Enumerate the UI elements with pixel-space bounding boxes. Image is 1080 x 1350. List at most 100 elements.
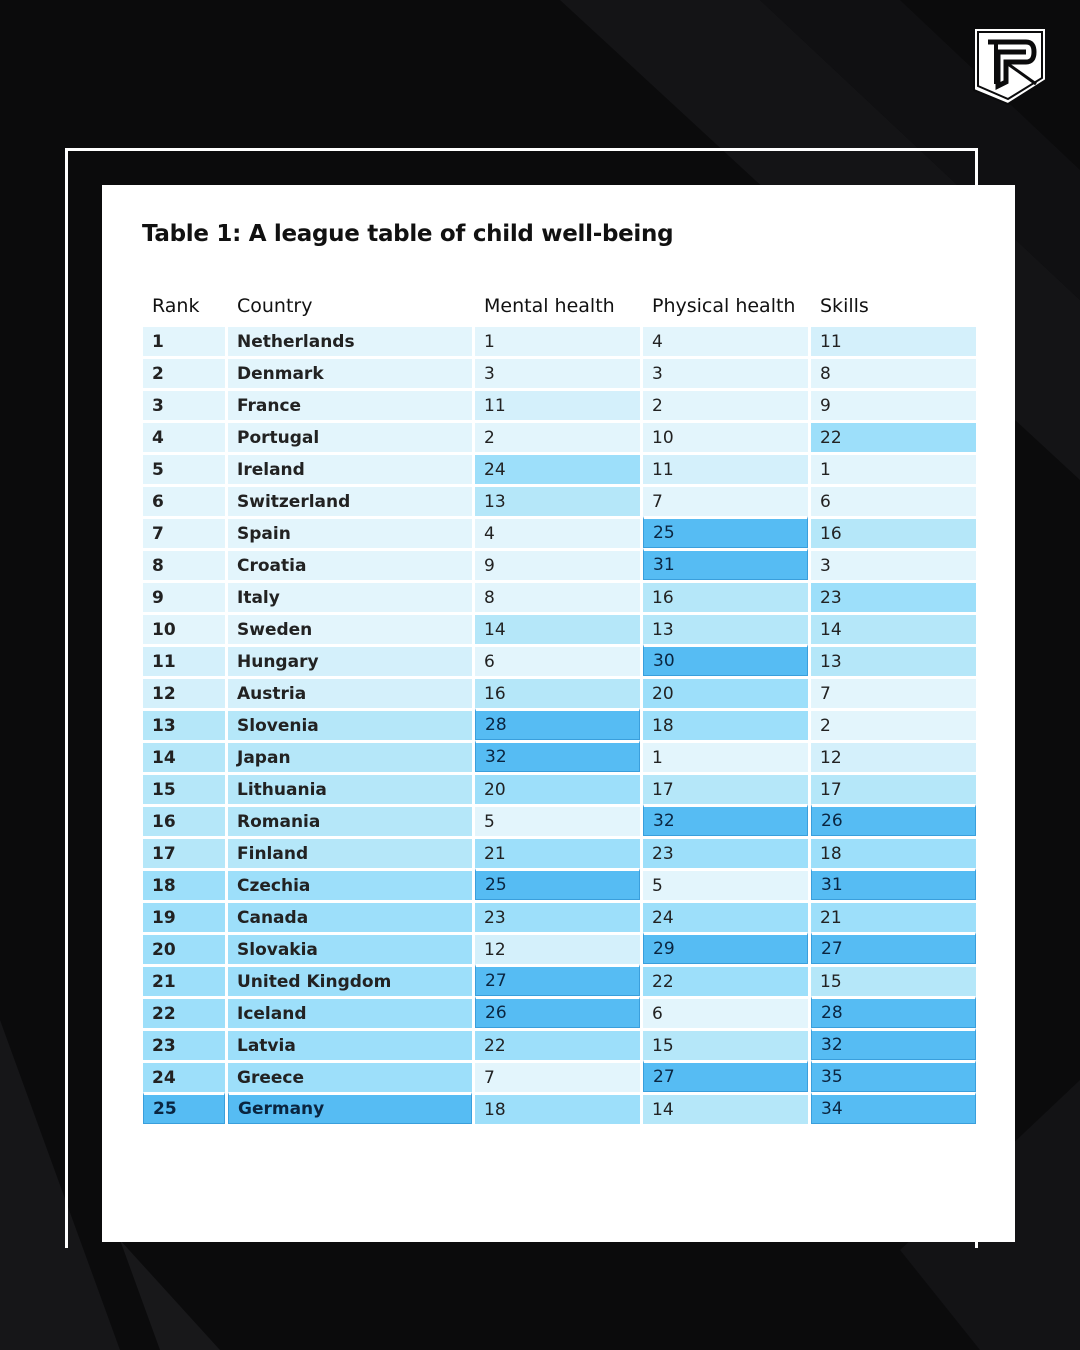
country-cell: Romania [228, 804, 472, 836]
mental-health-cell: 24 [475, 452, 640, 484]
country-cell: Sweden [228, 612, 472, 644]
country-cell: Latvia [228, 1028, 472, 1060]
skills-cell: 28 [811, 996, 976, 1028]
country-cell: Canada [228, 900, 472, 932]
physical-health-cell: 5 [643, 868, 808, 900]
rank-cell: 19 [143, 900, 225, 932]
physical-health-cell: 24 [643, 900, 808, 932]
rank-cell: 1 [143, 324, 225, 356]
physical-health-cell: 13 [643, 612, 808, 644]
mental-health-cell: 20 [475, 772, 640, 804]
skills-cell: 22 [811, 420, 976, 452]
mental-health-cell: 27 [475, 964, 640, 996]
table-card: Table 1: A league table of child well-be… [102, 185, 1015, 1242]
table-title: Table 1: A league table of child well-be… [142, 221, 674, 247]
rank-cell: 10 [143, 612, 225, 644]
skills-cell: 8 [811, 356, 976, 388]
mental-health-cell: 7 [475, 1060, 640, 1092]
physical-health-cell: 16 [643, 580, 808, 612]
mental-health-cell: 4 [475, 516, 640, 548]
physical-health-cell: 3 [643, 356, 808, 388]
physical-health-cell: 17 [643, 772, 808, 804]
physical-health-cell: 7 [643, 484, 808, 516]
table-row: 22 Iceland 26 6 28 [143, 996, 976, 1028]
table-row: 4 Portugal 2 10 22 [143, 420, 976, 452]
skills-cell: 34 [811, 1092, 976, 1124]
table-row: 6 Switzerland 13 7 6 [143, 484, 976, 516]
table-row: 19 Canada 23 24 21 [143, 900, 976, 932]
rank-cell: 6 [143, 484, 225, 516]
table-row: 1 Netherlands 1 4 11 [143, 324, 976, 356]
physical-health-cell: 27 [643, 1060, 808, 1092]
skills-cell: 7 [811, 676, 976, 708]
physical-health-cell: 18 [643, 708, 808, 740]
skills-cell: 16 [811, 516, 976, 548]
rank-cell: 3 [143, 388, 225, 420]
table-row: 13 Slovenia 28 18 2 [143, 708, 976, 740]
country-cell: Czechia [228, 868, 472, 900]
rank-cell: 21 [143, 964, 225, 996]
rank-cell: 8 [143, 548, 225, 580]
skills-cell: 14 [811, 612, 976, 644]
table-row: 2 Denmark 3 3 8 [143, 356, 976, 388]
p-logo [973, 27, 1047, 106]
table-row: 16 Romania 5 32 26 [143, 804, 976, 836]
table-row: 17 Finland 21 23 18 [143, 836, 976, 868]
physical-health-cell: 31 [643, 548, 808, 580]
league-table: Rank Country Mental health Physical heal… [140, 288, 979, 1124]
skills-cell: 12 [811, 740, 976, 772]
rank-cell: 4 [143, 420, 225, 452]
mental-health-cell: 25 [475, 868, 640, 900]
table-row: 9 Italy 8 16 23 [143, 580, 976, 612]
country-cell: Austria [228, 676, 472, 708]
mental-health-cell: 13 [475, 484, 640, 516]
physical-health-cell: 32 [643, 804, 808, 836]
country-cell: Slovenia [228, 708, 472, 740]
table-row: 12 Austria 16 20 7 [143, 676, 976, 708]
physical-health-cell: 1 [643, 740, 808, 772]
skills-cell: 6 [811, 484, 976, 516]
rank-cell: 23 [143, 1028, 225, 1060]
mental-health-cell: 11 [475, 388, 640, 420]
country-cell: Switzerland [228, 484, 472, 516]
physical-health-cell: 22 [643, 964, 808, 996]
table-row: 11 Hungary 6 30 13 [143, 644, 976, 676]
table-row: 10 Sweden 14 13 14 [143, 612, 976, 644]
mental-health-cell: 3 [475, 356, 640, 388]
rank-cell: 12 [143, 676, 225, 708]
column-header-country: Country [237, 295, 313, 317]
physical-health-cell: 11 [643, 452, 808, 484]
table-row: 23 Latvia 22 15 32 [143, 1028, 976, 1060]
mental-health-cell: 5 [475, 804, 640, 836]
skills-cell: 21 [811, 900, 976, 932]
skills-cell: 3 [811, 548, 976, 580]
country-cell: France [228, 388, 472, 420]
table-row: 25 Germany 18 14 34 [143, 1092, 976, 1124]
country-cell: Italy [228, 580, 472, 612]
skills-cell: 1 [811, 452, 976, 484]
mental-health-cell: 32 [475, 740, 640, 772]
mental-health-cell: 22 [475, 1028, 640, 1060]
skills-cell: 27 [811, 932, 976, 964]
country-cell: Hungary [228, 644, 472, 676]
mental-health-cell: 26 [475, 996, 640, 1028]
physical-health-cell: 25 [643, 516, 808, 548]
rank-cell: 2 [143, 356, 225, 388]
rank-cell: 9 [143, 580, 225, 612]
mental-health-cell: 12 [475, 932, 640, 964]
table-row: 21 United Kingdom 27 22 15 [143, 964, 976, 996]
mental-health-cell: 1 [475, 324, 640, 356]
mental-health-cell: 28 [475, 708, 640, 740]
physical-health-cell: 30 [643, 644, 808, 676]
physical-health-cell: 23 [643, 836, 808, 868]
skills-cell: 17 [811, 772, 976, 804]
table-row: 14 Japan 32 1 12 [143, 740, 976, 772]
table-row: 18 Czechia 25 5 31 [143, 868, 976, 900]
skills-cell: 2 [811, 708, 976, 740]
rank-cell: 20 [143, 932, 225, 964]
skills-cell: 23 [811, 580, 976, 612]
country-cell: Germany [228, 1092, 472, 1124]
physical-health-cell: 29 [643, 932, 808, 964]
mental-health-cell: 21 [475, 836, 640, 868]
mental-health-cell: 9 [475, 548, 640, 580]
